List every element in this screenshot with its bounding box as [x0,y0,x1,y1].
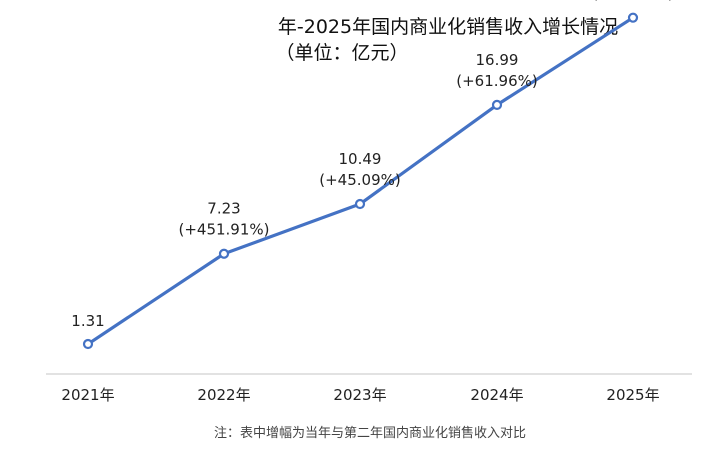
series-line-group [82,12,639,350]
data-label-value: 7.23 [207,200,240,218]
data-point [491,99,503,111]
x-tick-label: 2022年 [197,386,250,404]
data-label-value: 1.31 [71,312,104,330]
chart-subtitle: （单位：亿元） [275,42,408,64]
title-fade-overlay [150,12,270,40]
data-point [82,338,94,350]
chart-title: 年-2025年国内商业化销售收入增长情况 [278,16,618,38]
data-label-growth: (+451.91%) [178,221,269,239]
x-tick-label: 2023年 [333,386,386,404]
data-point [627,12,639,23]
data-label-value: 16.99 [476,51,519,69]
data-label-growth: (+45.09%) [319,171,400,189]
data-label-value: 10.49 [339,150,382,168]
x-tick-labels: 2021年 2022年 2023年 2024年 2025年 [61,386,659,404]
chart-note: 注：表中增幅为当年与第二年国内商业化销售收入对比 [214,425,526,441]
x-tick-label: 2024年 [470,386,523,404]
data-point [218,248,230,259]
data-label-growth: (+61.96%) [456,72,537,90]
x-tick-label: 2025年 [606,386,659,404]
data-labels: 1.31 7.23 (+451.91%) 10.49 (+45.09%) 16.99 (+6… [71,0,673,330]
data-label-growth: (+33.67%) [592,0,673,3]
data-point [354,198,366,210]
x-tick-label: 2021年 [61,386,114,404]
